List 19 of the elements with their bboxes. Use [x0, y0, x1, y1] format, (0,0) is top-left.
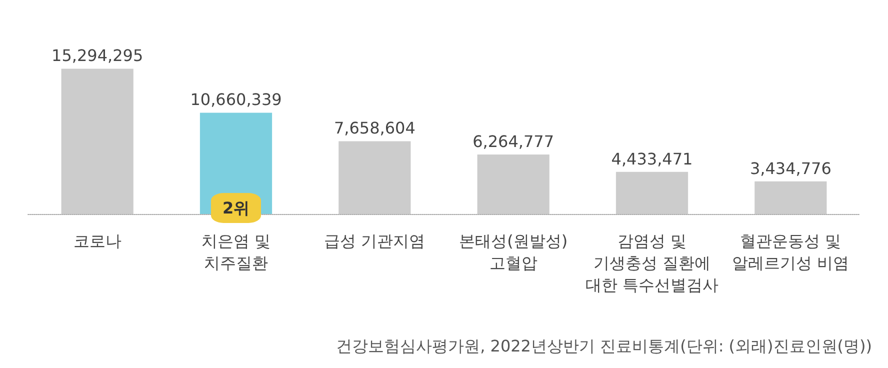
bar — [338, 141, 411, 214]
data-label: 4,433,471 — [611, 149, 693, 168]
x-tick-label: 본태성(원발성) 고혈압 — [459, 232, 568, 272]
bar — [61, 68, 134, 214]
x-tick-label: 코로나 — [73, 232, 122, 250]
data-label: 7,658,604 — [334, 118, 416, 138]
bar — [477, 154, 550, 214]
data-label: 10,660,339 — [190, 90, 282, 110]
bar — [616, 172, 688, 214]
x-tick-label: 치은염 및 치주질환 — [201, 232, 271, 272]
bar — [754, 181, 827, 214]
x-tick-label: 혈관운동성 및 알레르기성 비염 — [732, 232, 850, 272]
data-label: 6,264,777 — [472, 132, 554, 151]
data-label: 3,434,776 — [750, 158, 832, 178]
x-tick-label: 감염성 및 기생충성 질환에 대한 특수선별검사 — [585, 232, 719, 294]
data-label: 15,294,295 — [52, 46, 144, 66]
x-tick-label: 급성 기관지염 — [324, 232, 426, 250]
text: 건강보험심사평가원, 2022년상반기 진료비통계(단위: (외래)진료인원(명)) — [336, 336, 872, 356]
annotation: 2위 — [222, 198, 250, 218]
